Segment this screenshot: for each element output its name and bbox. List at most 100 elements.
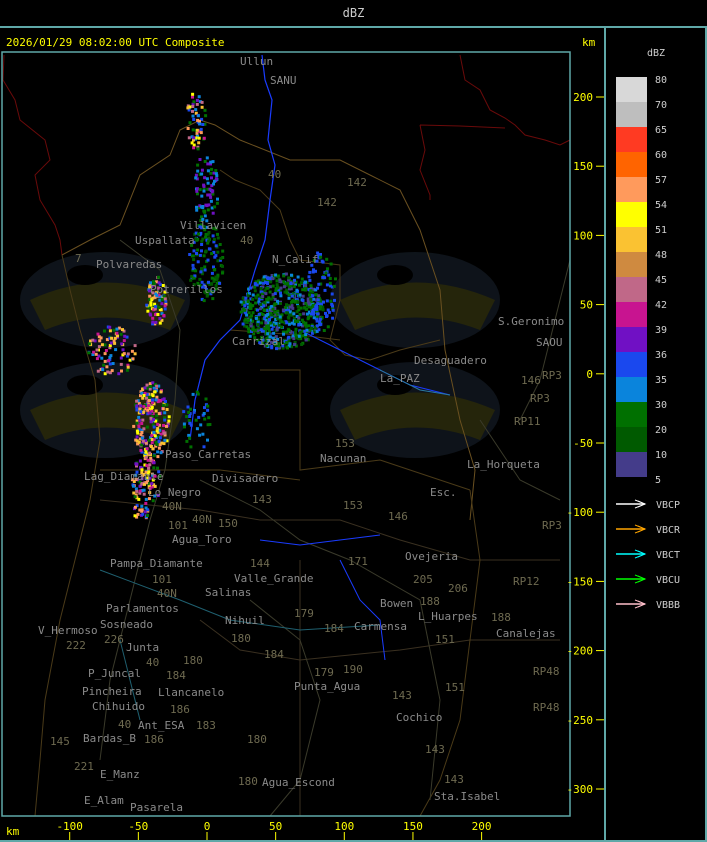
echo-pixel <box>155 384 159 388</box>
echo-pixel <box>192 146 196 150</box>
echo-pixel <box>319 255 323 259</box>
echo-pixel <box>302 302 306 306</box>
echo-pixel <box>206 181 210 185</box>
echo-pixel <box>262 338 266 342</box>
echo-pixel <box>285 311 289 315</box>
echo-pixel <box>138 484 142 488</box>
echo-pixel <box>150 405 154 409</box>
echo-pixel <box>139 390 143 394</box>
echo-pixel <box>191 92 195 96</box>
road <box>479 259 571 501</box>
echo-pixel <box>140 450 144 454</box>
echo-pixel <box>144 396 148 400</box>
echo-pixel <box>221 249 225 253</box>
echo-pixel <box>322 300 325 304</box>
echo-pixel <box>261 285 265 289</box>
echo-pixel <box>210 184 214 188</box>
echo-pixel <box>257 300 261 304</box>
echo-pixel <box>191 267 195 271</box>
echo-pixel <box>204 249 208 253</box>
echo-pixel <box>135 489 139 493</box>
echo-pixel <box>259 287 263 291</box>
echo-pixel <box>202 445 206 449</box>
echo-pixel <box>151 394 155 398</box>
echo-pixel <box>145 447 149 451</box>
place-label: Salinas <box>205 586 251 599</box>
echo-pixel <box>103 372 107 376</box>
place-label: Desaguadero <box>414 354 487 367</box>
echo-pixel <box>299 337 303 341</box>
echo-pixel <box>287 328 291 332</box>
echo-pixel <box>191 128 195 132</box>
echo-pixel <box>327 310 331 314</box>
echo-pixel <box>213 179 216 183</box>
echo-pixel <box>149 459 153 463</box>
echo-pixel <box>145 403 149 407</box>
echo-pixel <box>288 342 292 346</box>
echo-pixel <box>272 310 276 314</box>
echo-pixel <box>210 206 214 210</box>
echo-pixel <box>144 470 148 474</box>
echo-pixel <box>285 321 289 325</box>
echo-pixel <box>89 339 93 343</box>
road-number: 40N <box>157 587 177 600</box>
echo-pixel <box>147 395 151 399</box>
road-number: 40 <box>240 234 253 247</box>
echo-pixel <box>276 299 279 303</box>
echo-pixel <box>113 336 117 340</box>
echo-pixel <box>205 289 209 293</box>
echo-pixel <box>214 169 218 173</box>
echo-pixel <box>314 288 318 292</box>
place-label: E_Manz <box>100 768 140 781</box>
echo-pixel <box>162 314 166 317</box>
road-number: 222 <box>66 639 86 652</box>
echo-pixel <box>311 290 315 294</box>
echo-pixel <box>151 478 155 482</box>
echo-pixel <box>299 306 303 310</box>
echo-pixel <box>216 197 219 201</box>
echo-pixel <box>317 253 321 257</box>
echo-pixel <box>305 312 309 316</box>
road-number: 143 <box>252 493 272 506</box>
echo-pixel <box>215 201 219 205</box>
echo-pixel <box>140 477 144 481</box>
echo-pixel <box>95 357 99 361</box>
echo-pixel <box>297 316 301 320</box>
echo-pixel <box>110 369 114 373</box>
echo-pixel <box>103 343 107 347</box>
echo-pixel <box>97 345 101 349</box>
echo-pixel <box>149 301 153 305</box>
echo-pixel <box>153 307 157 311</box>
echo-pixel <box>260 292 264 296</box>
echo-pixel <box>304 302 308 305</box>
place-label: Valle_Grande <box>234 572 313 585</box>
echo-pixel <box>248 304 252 308</box>
place-label: P_Juncal <box>88 667 141 680</box>
echo-pixel <box>266 326 270 330</box>
title-bar: dBZ <box>0 0 707 28</box>
echo-pixel <box>105 338 109 342</box>
department-border <box>219 169 441 361</box>
echo-pixel <box>140 422 144 425</box>
x-tick-label: 0 <box>204 820 211 833</box>
department-border <box>99 499 560 816</box>
echo-pixel <box>98 339 102 343</box>
echo-pixel <box>160 302 164 306</box>
echo-pixel <box>315 324 319 328</box>
echo-pixel <box>112 328 116 332</box>
x-tick-label: 150 <box>403 820 423 833</box>
echo-pixel <box>245 313 249 317</box>
echo-pixel <box>276 274 280 278</box>
echo-pixel <box>287 278 291 282</box>
echo-pixel <box>312 287 316 291</box>
province-border <box>61 119 476 521</box>
echo-pixel <box>154 313 157 317</box>
echo-pixel <box>146 513 149 517</box>
echo-pixel <box>186 127 190 130</box>
echo-pixel <box>263 289 267 293</box>
echo-pixel <box>263 309 267 312</box>
echo-pixel <box>243 324 247 328</box>
road-number: 179 <box>314 666 334 679</box>
echo-pixel <box>157 384 161 388</box>
